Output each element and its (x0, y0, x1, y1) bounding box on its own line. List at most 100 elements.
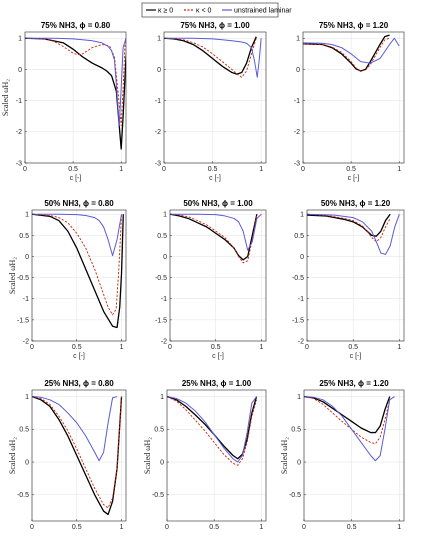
series-line-1 (164, 37, 257, 78)
x-tick-label-0: 0 (305, 344, 309, 351)
panel-8: 0 0.5 1 1 0.5 0 -0.5 25% NH3, ϕ = 1.20 Scaled ω̇… (280, 379, 405, 531)
x-tick-label-0: 0 (302, 524, 306, 531)
legend-label-0: κ ≥ 0 (158, 8, 173, 15)
y-tick-label-4: -3 (16, 160, 22, 167)
x-tick-label-2: 1 (397, 166, 401, 173)
axes-frame (31, 389, 127, 522)
y-tick-label-0: 1 (160, 394, 164, 401)
y-tick-label-1: 0.5 (291, 427, 301, 434)
series-line-1 (25, 37, 126, 127)
x-axis-label: c [-] (73, 353, 85, 360)
series-line-0 (32, 213, 124, 329)
y-tick-label-3: -0.5 (292, 275, 304, 282)
panel-title: 75% NH3, ϕ = 1.20 (319, 21, 389, 30)
x-axis-label: c [-] (348, 175, 360, 182)
y-tick-label-1: 0.5 (294, 233, 304, 240)
y-tick-label-0: 1 (157, 36, 161, 43)
axes-frame (303, 389, 405, 522)
panels: 0 0.5 1 1 0 -1 -2 -3 75% NH3, ϕ = 0.80 c [-] Scale… (1, 21, 405, 531)
x-tick-label-0: 0 (30, 524, 34, 531)
panel-title: 75% NH3, ϕ = 0.80 (41, 21, 111, 30)
x-axis-label: c [-] (209, 175, 221, 182)
legend-box (141, 2, 279, 18)
y-tick-label-4: -1 (298, 296, 304, 303)
y-tick-label-3: -2 (294, 129, 300, 136)
x-tick-label-2: 1 (120, 344, 124, 351)
y-tick-label-3: -2 (16, 129, 22, 136)
y-tick-label-0: 1 (163, 212, 167, 219)
series-line-0 (304, 395, 391, 434)
axes-frame (24, 31, 127, 164)
y-tick-label-3: -0.5 (152, 492, 164, 499)
x-tick-label-0: 0 (23, 166, 27, 173)
x-axis-label: c [-] (212, 353, 224, 360)
x-tick-label-0: 0 (165, 524, 169, 531)
x-tick-label-2: 1 (119, 166, 123, 173)
panel-7: 0 0.5 1 1 0.5 0 -0.5 25% NH3, ϕ = 1.00 Scaled ω̇… (143, 379, 267, 531)
panel-title: 50% NH3, ϕ = 1.20 (321, 199, 391, 208)
x-tick-label-0: 0 (301, 166, 305, 173)
x-tick-label-1: 0.5 (346, 166, 356, 173)
y-tick-label-4: -3 (294, 160, 300, 167)
y-tick-label-0: 1 (300, 212, 304, 219)
series-line-0 (303, 34, 390, 72)
legend-label-1: κ < 0 (196, 8, 211, 15)
x-tick-label-2: 1 (259, 524, 263, 531)
panel-title: 50% NH3, ϕ = 0.80 (44, 199, 114, 208)
x-tick-label-2: 1 (397, 524, 401, 531)
y-tick-label-6: -2 (298, 338, 304, 345)
y-tick-label-1: 0 (157, 67, 161, 74)
series-line-2 (167, 396, 257, 463)
y-tick-label-5: -1.5 (292, 317, 304, 324)
x-tick-label-1: 0.5 (208, 166, 218, 173)
y-tick-label-2: 0 (297, 459, 301, 466)
y-tick-label-1: 0.5 (19, 427, 29, 434)
panel-0: 0 0.5 1 1 0 -1 -2 -3 75% NH3, ϕ = 0.80 c [-] Scale… (1, 21, 127, 182)
y-tick-label-6: -2 (23, 338, 29, 345)
panel-2: 0 0.5 1 1 0 -1 -2 -3 75% NH3, ϕ = 1.20 c [-] (294, 21, 405, 182)
legend: κ ≥ 0 κ < 0 unstrained laminar (141, 2, 292, 18)
y-tick-label-1: 0 (18, 67, 22, 74)
panel-1: 0 0.5 1 1 0 -1 -2 -3 75% NH3, ϕ = 1.00 c [-] (155, 21, 267, 182)
plot-area (307, 210, 404, 341)
axes-frame (163, 31, 267, 164)
y-tick-label-2: 0 (163, 254, 167, 261)
series-line-1 (307, 213, 391, 243)
axes-frame (169, 209, 267, 342)
series-line-2 (307, 213, 400, 255)
x-tick-label-1: 0.5 (72, 344, 82, 351)
y-tick-label-0: 1 (18, 36, 22, 43)
x-tick-label-0: 0 (168, 344, 172, 351)
series-line-2 (164, 37, 262, 78)
series-line-0 (164, 36, 257, 75)
y-tick-label-2: -1 (16, 98, 22, 105)
series-line-2 (32, 396, 118, 462)
axes-frame (31, 209, 127, 342)
series-line-1 (303, 37, 390, 72)
panel-title: 25% NH3, ϕ = 0.80 (44, 379, 114, 388)
y-tick-label-4: -3 (155, 160, 161, 167)
y-axis-label: Scaled ω̇H₂ (143, 437, 152, 474)
y-tick-label-5: -1.5 (155, 317, 167, 324)
y-tick-label-5: -1.5 (17, 317, 29, 324)
x-tick-label-1: 0.5 (209, 524, 219, 531)
x-axis-label: c [-] (70, 175, 82, 182)
y-tick-label-0: 1 (297, 394, 301, 401)
x-tick-label-2: 1 (259, 344, 263, 351)
x-tick-label-2: 1 (259, 166, 263, 173)
legend-label-2: unstrained laminar (234, 8, 292, 15)
y-tick-label-2: -1 (294, 98, 300, 105)
y-tick-label-2: 0 (25, 254, 29, 261)
y-tick-label-3: -0.5 (17, 275, 29, 282)
x-tick-label-1: 0.5 (347, 524, 357, 531)
panel-5: 0 0.5 1 1 0.5 0 -0.5 -1 -1.5 -2 50% NH3, ϕ = 1.20 c… (292, 199, 405, 360)
y-tick-label-3: -2 (155, 129, 161, 136)
series-line-1 (32, 396, 122, 509)
y-axis-label: Scaled ω̇H₂ (1, 79, 10, 116)
panel-4: 0 0.5 1 1 0.5 0 -0.5 -1 -1.5 -2 50% NH3, ϕ = 1.00 c… (155, 199, 267, 360)
y-tick-label-0: 1 (25, 394, 29, 401)
y-tick-label-2: -1 (155, 98, 161, 105)
series-line-2 (304, 396, 395, 462)
x-tick-label-0: 0 (30, 344, 34, 351)
